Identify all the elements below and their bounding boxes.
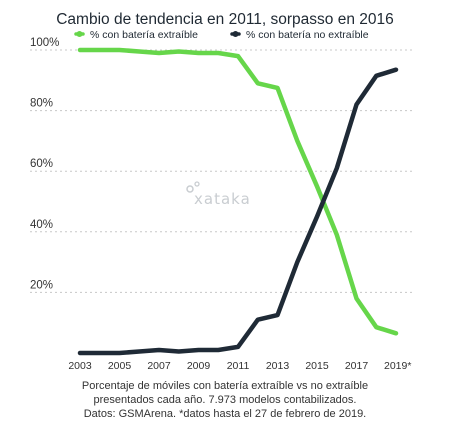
- watermark-mark: [194, 181, 200, 187]
- x-tick-label: 2015: [305, 360, 329, 372]
- legend-marker-dot: [76, 31, 83, 37]
- x-tick-label: 2009: [187, 360, 211, 372]
- y-tick-label: 20%: [30, 279, 53, 291]
- x-tick-label: 2019*: [384, 360, 411, 372]
- y-tick-label: 100%: [30, 37, 59, 49]
- x-axis-ticks: 2003 2005 2007 2009 2011 2013 2015 2017 2019*: [68, 360, 411, 372]
- gridlines: [30, 49, 412, 293]
- y-tick-label: 80%: [30, 98, 53, 110]
- chart-title: Cambio de tendencia en 2011, sorpasso en…: [56, 11, 394, 28]
- watermark-text: xataka: [194, 190, 251, 208]
- legend-marker-dot: [232, 31, 239, 37]
- y-axis-ticks: 20% 40% 60% 80% 100%: [30, 37, 59, 291]
- y-tick-label: 60%: [30, 158, 53, 170]
- series-line-1: [77, 67, 399, 356]
- x-tick-label: 2011: [227, 360, 250, 372]
- caption-line: presentados cada año. 7.973 modelos cont…: [94, 394, 357, 406]
- y-tick-label: 40%: [30, 219, 53, 231]
- chart-caption: Porcentaje de móviles con batería extraí…: [82, 380, 368, 420]
- watermark-mark: [186, 185, 194, 193]
- legend-label: % con batería extraíble: [90, 29, 198, 41]
- caption-line: Datos: GSMArena. *datos hasta el 27 de f…: [84, 408, 367, 420]
- series-line-0: [77, 47, 399, 336]
- watermark: xataka: [186, 181, 251, 208]
- legend-label: % con batería no extraíble: [246, 29, 369, 41]
- legend: % con batería extraíble % con batería no …: [74, 29, 369, 41]
- x-tick-label: 2013: [266, 360, 290, 372]
- x-tick-label: 2017: [345, 360, 369, 372]
- series-layer: [77, 47, 399, 356]
- caption-line: Porcentaje de móviles con batería extraí…: [82, 380, 368, 392]
- x-tick-label: 2003: [68, 360, 92, 372]
- x-tick-label: 2007: [147, 360, 171, 372]
- x-tick-label: 2005: [108, 360, 132, 372]
